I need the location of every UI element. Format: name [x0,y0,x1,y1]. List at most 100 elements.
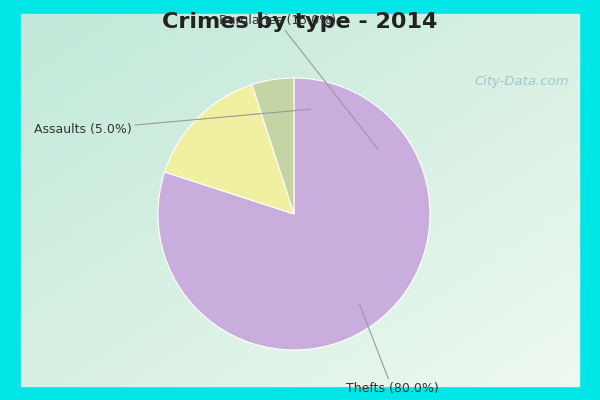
Bar [460,321,467,326]
Bar [537,205,544,209]
Bar [286,358,293,363]
Bar [188,88,196,93]
Bar [454,251,460,256]
Bar [49,177,56,182]
Bar [328,88,335,93]
Bar [516,56,523,60]
Bar [530,321,537,326]
Bar [272,93,279,98]
Bar [202,270,209,274]
Bar [300,381,307,386]
Bar [391,237,398,242]
Bar [454,191,460,195]
Bar [77,344,84,349]
Bar [475,223,481,228]
Bar [328,367,335,372]
Bar [133,23,140,28]
Bar [467,349,475,354]
Bar [307,223,314,228]
Bar [321,51,328,56]
Bar [377,232,384,237]
Bar [146,33,154,37]
Bar [321,163,328,168]
Bar [335,163,342,168]
Bar [265,37,272,42]
Bar [398,116,404,121]
Bar [244,349,251,354]
Bar [202,56,209,60]
Bar [558,279,565,284]
Bar [279,23,286,28]
Bar [412,88,419,93]
Bar [35,218,42,223]
Bar [384,182,391,186]
Bar [119,228,125,232]
Bar [21,112,28,116]
Bar [42,214,49,218]
Bar [496,288,502,293]
Bar [112,182,119,186]
Bar [21,200,28,205]
Bar [146,340,154,344]
Bar [384,135,391,140]
Bar [154,279,160,284]
Bar [509,232,516,237]
Bar [314,14,321,19]
Bar [363,200,370,205]
Bar [488,14,496,19]
Bar [279,163,286,168]
Bar [328,354,335,358]
Bar [467,344,475,349]
Bar [244,298,251,302]
Bar [196,279,202,284]
Bar [223,42,230,46]
Bar [454,270,460,274]
Bar [146,260,154,265]
Bar [70,191,77,195]
Bar [146,140,154,144]
Bar [404,218,412,223]
Bar [56,260,63,265]
Bar [460,344,467,349]
Bar [181,214,188,218]
Bar [56,293,63,298]
Bar [454,65,460,70]
Bar [481,274,488,279]
Bar [356,298,363,302]
Bar [363,37,370,42]
Bar [98,302,104,307]
Bar [530,112,537,116]
Bar [167,130,175,135]
Bar [516,256,523,260]
Bar [154,358,160,363]
Bar [21,19,28,23]
Bar [237,358,244,363]
Bar [544,330,551,335]
Bar [537,102,544,107]
Bar [523,251,530,256]
Bar [572,177,579,182]
Bar [175,74,181,79]
Bar [398,349,404,354]
Bar [104,354,112,358]
Bar [77,223,84,228]
Bar [433,98,440,102]
Bar [342,218,349,223]
Bar [112,144,119,149]
Bar [279,246,286,251]
Bar [244,14,251,19]
Bar [572,214,579,218]
Bar [537,14,544,19]
Bar [349,191,356,195]
Bar [509,107,516,112]
Bar [377,102,384,107]
Bar [404,349,412,354]
Bar [154,256,160,260]
Bar [251,284,258,288]
Bar [35,293,42,298]
Bar [237,140,244,144]
Bar [321,270,328,274]
Bar [572,79,579,84]
Bar [230,19,237,23]
Bar [412,274,419,279]
